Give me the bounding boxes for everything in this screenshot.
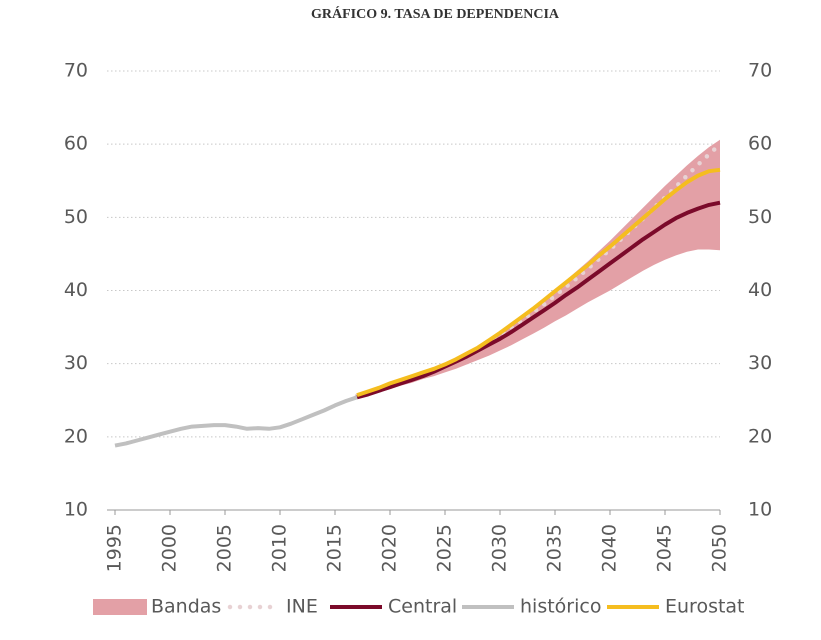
x-tick-label: 2005 — [214, 524, 236, 572]
y-tick-label: 70 — [64, 60, 88, 82]
y-tick-label: 60 — [64, 133, 88, 155]
legend-label: Bandas — [151, 596, 221, 618]
series-line — [356, 200, 721, 400]
x-tick-label: 2010 — [269, 524, 291, 572]
legend-swatch — [93, 599, 147, 615]
y2-tick-label: 50 — [748, 206, 772, 228]
x-tick-label: 2030 — [489, 524, 511, 572]
series-line — [114, 395, 358, 448]
y2-tick-label: 40 — [748, 279, 772, 301]
x-tick-label: 2020 — [379, 524, 401, 572]
series-line — [354, 141, 723, 399]
y-tick-label: 20 — [64, 425, 88, 447]
legend-label: Eurostat — [665, 596, 745, 618]
y-tick-label: 40 — [64, 279, 88, 301]
legend-label: histórico — [520, 596, 601, 618]
x-tick-label: 2050 — [709, 524, 731, 572]
chart-title: GRÁFICO 9. TASA DE DEPENDENCIA — [311, 5, 560, 22]
y-tick-label: 10 — [64, 499, 88, 521]
x-tick-label: 2045 — [654, 524, 676, 572]
y2-tick-label: 60 — [748, 133, 772, 155]
x-tick-label: 1995 — [104, 524, 126, 572]
x-tick-label: 2035 — [544, 524, 566, 572]
x-tick-label: 2040 — [599, 524, 621, 572]
y2-tick-label: 10 — [748, 499, 772, 521]
y2-tick-label: 30 — [748, 352, 772, 374]
x-tick-label: 2015 — [324, 524, 346, 572]
y-tick-label: 50 — [64, 206, 88, 228]
band-area — [357, 139, 720, 398]
legend-label: INE — [286, 596, 318, 618]
series-line — [356, 167, 721, 398]
x-tick-label: 2000 — [159, 524, 181, 572]
x-tick-label: 2025 — [434, 524, 456, 572]
y2-tick-label: 70 — [748, 60, 772, 82]
y2-tick-label: 20 — [748, 425, 772, 447]
y-tick-label: 30 — [64, 352, 88, 374]
legend-label: Central — [388, 596, 457, 618]
